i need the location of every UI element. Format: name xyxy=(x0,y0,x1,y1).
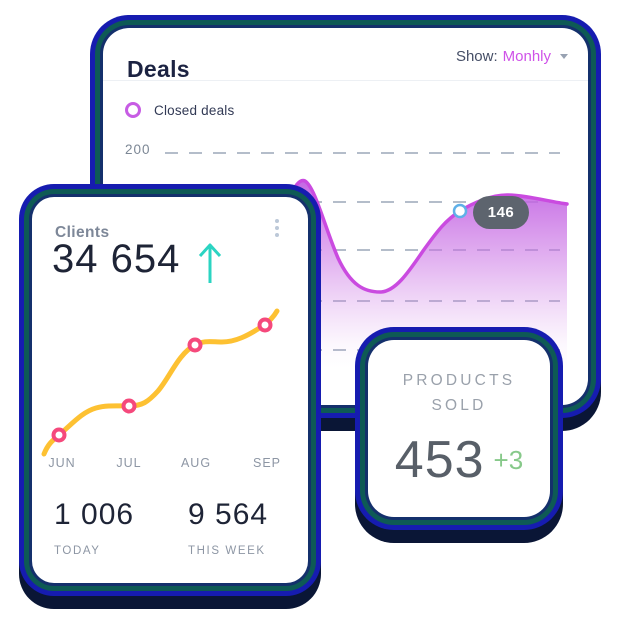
products-title-line1: PRODUCTS xyxy=(402,372,516,389)
month-label-jun: JUN xyxy=(48,456,76,470)
month-label-sep: SEP xyxy=(252,456,282,470)
deals-title: Deals xyxy=(127,56,190,83)
clients-trend-line xyxy=(41,308,280,457)
show-label: Show: xyxy=(455,48,498,65)
x-axis-label-fragment: c xyxy=(549,368,556,382)
value-tooltip: 146 xyxy=(473,196,529,229)
stat-this-week-label: THIS WEEK xyxy=(188,545,266,557)
stat-today-label: TODAY xyxy=(54,545,101,557)
products-title-line2: SOLD xyxy=(431,396,487,414)
stat-this-week: 9 564 THIS WEEK xyxy=(188,498,269,558)
products-sold-title: PRODUCTS SOLD xyxy=(368,369,550,419)
legend-ring-icon xyxy=(125,102,141,118)
chevron-down-icon xyxy=(560,54,568,59)
closed-deals-legend: Closed deals xyxy=(125,102,234,118)
show-value: Monhly xyxy=(502,48,551,65)
data-point-markers xyxy=(51,317,273,443)
kebab-menu-icon[interactable] xyxy=(275,217,279,238)
tooltip-value: 146 xyxy=(487,204,515,221)
clients-total-value: 34 654 xyxy=(52,237,181,281)
month-label-jul: JUL xyxy=(116,456,142,470)
clients-line-chart xyxy=(41,308,280,457)
clients-card: Clients 34 654 JUN JUL AUG SEP 1 006 TO xyxy=(32,197,308,583)
stat-this-week-value: 9 564 xyxy=(188,498,269,531)
closed-deals-line xyxy=(273,178,569,294)
y-axis-tick-200: 200 xyxy=(125,142,151,157)
products-sold-card: PRODUCTS SOLD 453 +3 xyxy=(368,340,550,517)
clients-total-row: 34 654 xyxy=(52,237,224,285)
show-period-select[interactable]: Show: Monhly xyxy=(456,48,568,65)
legend-label: Closed deals xyxy=(154,102,235,118)
up-arrow-icon xyxy=(199,243,222,283)
clients-title: Clients xyxy=(55,223,110,241)
products-sold-value-row: 453 +3 xyxy=(368,434,550,486)
products-sold-value: 453 xyxy=(394,431,485,489)
products-sold-delta: +3 xyxy=(493,445,524,475)
header-divider xyxy=(103,80,588,81)
stat-today-value: 1 006 xyxy=(54,498,135,531)
month-label-aug: AUG xyxy=(180,456,212,470)
stat-today: 1 006 TODAY xyxy=(54,498,135,558)
highlighted-point-marker xyxy=(452,203,468,219)
